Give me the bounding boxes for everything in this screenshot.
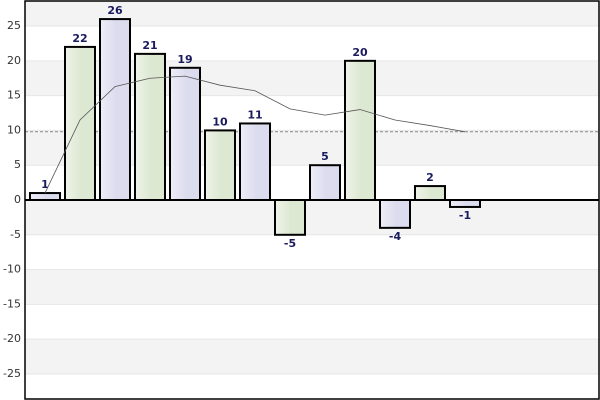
grid-band xyxy=(25,339,599,374)
bar-shine xyxy=(241,124,256,199)
bar-shine xyxy=(31,194,46,199)
y-tick-label: 10 xyxy=(7,123,21,136)
value-label: -1 xyxy=(459,209,471,222)
value-label: 19 xyxy=(177,53,192,66)
value-label: 26 xyxy=(107,4,123,17)
value-label: 5 xyxy=(321,150,329,163)
y-tick-label: 20 xyxy=(7,54,21,67)
trend-line xyxy=(44,75,466,194)
bar-shine xyxy=(276,201,291,234)
value-label: 20 xyxy=(352,46,368,59)
bar-shine xyxy=(101,20,116,199)
y-tick-label: -20 xyxy=(3,332,21,345)
bar-shine xyxy=(381,201,396,227)
y-tick-label: -15 xyxy=(3,297,21,310)
y-tick-label: -10 xyxy=(3,263,21,276)
value-label: -5 xyxy=(284,237,296,250)
bar-shine xyxy=(311,166,326,199)
value-label: 22 xyxy=(72,32,87,45)
grid-band xyxy=(25,200,599,235)
y-tick-label: -25 xyxy=(3,367,21,380)
value-label: 1 xyxy=(41,178,49,191)
y-tick-label: 15 xyxy=(7,89,21,102)
y-tick-label: -5 xyxy=(10,228,21,241)
value-label: 21 xyxy=(142,39,157,52)
y-tick-label: 25 xyxy=(7,19,21,32)
bar-shine xyxy=(416,187,431,199)
bar-shine xyxy=(136,54,151,199)
bar-shine xyxy=(346,61,361,200)
plot-border xyxy=(24,0,600,400)
value-label: 11 xyxy=(247,108,262,121)
y-tick-label: 5 xyxy=(14,158,21,171)
grid-band xyxy=(25,269,599,305)
bar-shine xyxy=(451,201,466,206)
bar-shine xyxy=(206,131,221,199)
y-tick-label: 0 xyxy=(14,193,21,206)
value-label: 10 xyxy=(212,115,228,128)
bar-shine xyxy=(66,47,81,199)
bar-shine xyxy=(171,68,186,199)
value-label: -4 xyxy=(389,230,402,243)
value-label: 2 xyxy=(426,171,434,184)
